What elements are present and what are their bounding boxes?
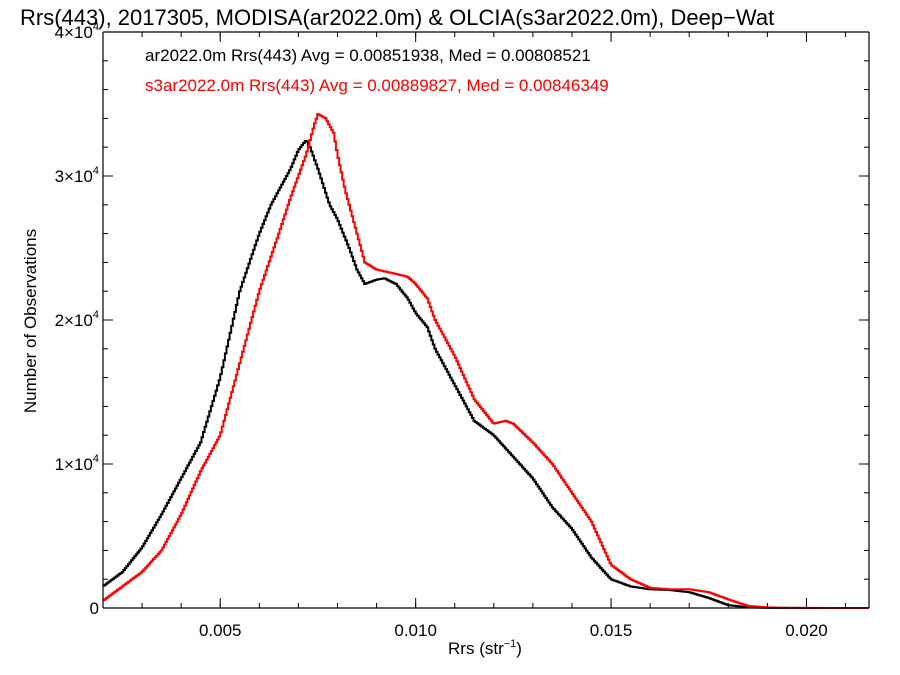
x-tick-label: 0.010: [394, 621, 437, 640]
y-tick-label-base: 1×10: [55, 455, 93, 474]
series-layer: [103, 113, 869, 609]
y-tick-label: 4×104: [55, 21, 99, 42]
y-axis-label: Number of Observations: [21, 229, 40, 413]
x-axis-label-text: Rrs (str: [448, 639, 504, 658]
y-tick-label-base: 0: [90, 599, 99, 618]
y-tick-label-base: 4×10: [55, 23, 93, 42]
y-tick-label-exponent: 4: [93, 453, 99, 465]
y-tick-label-base: 2×10: [55, 311, 93, 330]
y-tick-label: 2×104: [55, 309, 99, 330]
x-axis-label-end: ): [516, 639, 522, 658]
y-tick-label-exponent: 4: [93, 309, 99, 321]
x-tick-label: 0.005: [199, 621, 242, 640]
x-tick-label: 0.020: [785, 621, 828, 640]
chart-title: Rrs(443), 2017305, MODISA(ar2022.0m) & O…: [20, 5, 774, 30]
y-tick-label: 0: [90, 599, 99, 618]
y-tick-label-base: 3×10: [55, 167, 93, 186]
y-tick-label-exponent: 4: [93, 165, 99, 177]
legend-entry-s3ar2022: s3ar2022.0m Rrs(443) Avg = 0.00889827, M…: [145, 76, 609, 95]
y-tick-label: 3×104: [55, 165, 99, 186]
x-axis-label-superscript: −1: [504, 638, 517, 650]
x-tick-label: 0.015: [590, 621, 633, 640]
legend-entry-ar2022: ar2022.0m Rrs(443) Avg = 0.00851938, Med…: [145, 46, 591, 65]
ticks-layer: 0.005 0.010 0.015 0.02001×1042×1043×1044×10…: [55, 21, 869, 640]
y-tick-label-exponent: 4: [93, 21, 99, 33]
series-line-2: [103, 113, 869, 609]
x-axis-label: Rrs (str−1): [448, 638, 522, 658]
y-tick-label: 1×104: [55, 453, 99, 474]
series-line-1: [103, 140, 869, 609]
